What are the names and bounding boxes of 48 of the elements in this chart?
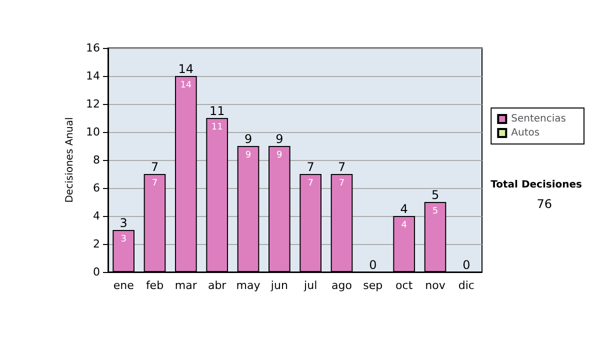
- x-tick-label: oct: [396, 279, 414, 292]
- y-tick-label: 10: [86, 126, 100, 138]
- total-label: 3: [120, 216, 128, 230]
- total-label: 7: [306, 160, 314, 174]
- x-tick-label: jul: [303, 279, 318, 292]
- x-tick-label: may: [236, 279, 261, 292]
- data-label: 7: [338, 178, 345, 188]
- y-tick-label: 14: [86, 70, 100, 82]
- total-label: 14: [178, 62, 194, 76]
- total-label: 9: [276, 132, 284, 146]
- total-label: 7: [338, 160, 346, 174]
- total-label: 0: [462, 258, 470, 272]
- data-label: 4: [401, 220, 408, 230]
- y-tick-label: 12: [86, 98, 100, 110]
- total-label: 4: [400, 202, 408, 216]
- total-label: 7: [150, 160, 159, 174]
- legend-label: Sentencias: [511, 114, 566, 124]
- y-axis-title: Decisiones Anual: [64, 117, 76, 203]
- data-label: 5: [432, 206, 438, 216]
- total-label: 0: [369, 258, 377, 272]
- y-tick-label: 8: [93, 154, 100, 166]
- data-label: 9: [245, 150, 252, 160]
- y-tick-label: 0: [93, 266, 100, 278]
- data-label: 9: [276, 150, 283, 160]
- y-tick-label: 6: [93, 182, 100, 194]
- x-tick-label: jun: [270, 279, 288, 292]
- data-label: 7: [308, 178, 314, 188]
- x-tick-label: nov: [425, 279, 446, 292]
- y-tick-label: 2: [93, 238, 100, 250]
- text: 76: [536, 197, 552, 211]
- x-tick-label: feb: [146, 279, 164, 292]
- total-label: 9: [244, 132, 252, 146]
- x-tick-label: sep: [363, 279, 383, 292]
- x-tick-label: ene: [113, 279, 134, 292]
- data-label: 3: [120, 234, 126, 244]
- y-tick-label: 4: [93, 210, 100, 222]
- total-label: 5: [431, 188, 440, 202]
- data-label: 11: [211, 122, 223, 132]
- data-label: 7: [152, 178, 158, 188]
- total-label: 11: [209, 104, 225, 118]
- x-tick-label: dic: [458, 279, 474, 292]
- y-tick-label: 16: [86, 42, 100, 54]
- x-tick-label: abr: [208, 279, 227, 292]
- x-tick-label: ago: [332, 279, 352, 292]
- legend-label: Autos: [511, 128, 540, 138]
- x-tick-label: mar: [174, 279, 198, 292]
- text: Total Decisiones: [490, 180, 582, 190]
- data-label: 14: [180, 80, 192, 90]
